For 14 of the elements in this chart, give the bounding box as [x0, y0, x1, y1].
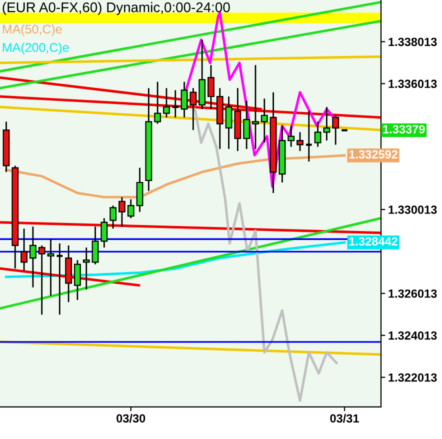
data-label: 1.332592: [349, 150, 398, 159]
y-tick-label: 1.326013: [388, 289, 437, 298]
text: MA(200,C)e: [2, 42, 69, 54]
x-tick-label: 03/31: [330, 414, 359, 423]
x-tick-label: 03/30: [116, 414, 146, 423]
y-tick-label: 1.322013: [388, 373, 437, 382]
text: 1.33379: [383, 125, 425, 134]
y-tick-label: 1.324013: [388, 331, 437, 340]
y-tick-label: 1.338013: [388, 38, 437, 46]
y-tick-label: 1.336013: [388, 80, 437, 88]
data-label: 1.328442: [349, 237, 398, 246]
chart-title: (EUR A0-FX,60) Dynamic,0:00-24:00: [2, 2, 230, 15]
text: MA(50,C)e: [2, 24, 62, 36]
y-tick-label: 1.330013: [388, 206, 437, 214]
